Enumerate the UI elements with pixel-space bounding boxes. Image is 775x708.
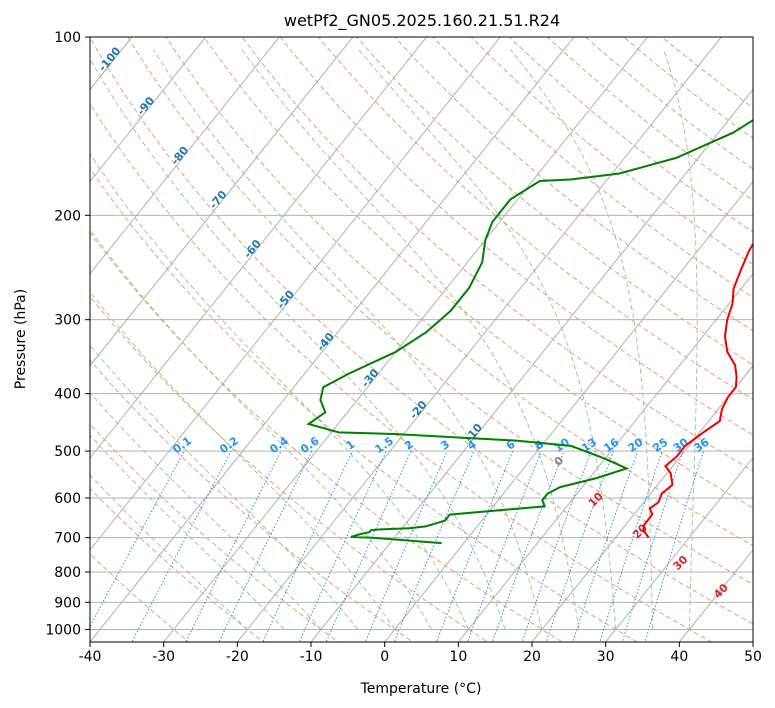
isotherm-line [236,37,722,642]
y-tick-label: 900 [54,595,81,611]
moist-adiabat-line [90,344,359,630]
dry-adiabat-line [90,231,564,642]
chart-title: wetPf2_GN05.2025.160.21.51.R24 [284,11,560,31]
moist-adiabat-line [153,49,543,630]
isotherm-line [90,37,354,367]
mixing-ratio-line [185,450,282,642]
dry-adiabat-line [165,37,753,547]
mixing-ratio-line [599,450,663,642]
y-tick-label: 500 [54,444,81,460]
moist-adiabat-line [241,49,580,630]
mixing-ratio-line [393,450,475,642]
isotherm-line [605,457,753,642]
mixing-ratio-line [466,450,542,642]
moist-adiabat-line [510,49,653,630]
mixing-ratio-line [435,450,514,642]
dry-adiabat-line [90,423,340,642]
isotherm-line [90,37,428,459]
dry-adiabat-line [432,37,753,298]
y-tick-label: 100 [54,30,81,46]
x-tick-label: 20 [523,649,541,665]
dewpoint-line [306,118,753,545]
mixing-ratio-line [572,450,639,642]
x-tick-label: 50 [744,649,762,665]
mixing-ratio-line [521,450,592,642]
x-tick-label: -10 [300,649,323,665]
x-tick-label: 30 [597,649,615,665]
moist-adiabat-line [90,434,285,630]
isotherm-line [90,37,501,551]
axes: -40 -30 -20 -10 0 10 20 30 40 50 100 200 300 400 500 60… [45,30,762,665]
isotherm-line [90,37,207,183]
dry-adiabat-line [355,37,753,366]
x-tick-label: 10 [449,649,467,665]
mixing-ratio-line [131,450,232,642]
plot-frame [89,36,754,643]
dry-adiabat-line [90,553,190,642]
moist-adiabat-line [90,57,506,630]
moist-adiabat-line [90,391,322,630]
x-tick-label: -30 [152,649,175,665]
x-tick-label: -40 [79,649,102,665]
background-lines [90,37,753,642]
mixing-ratio-line [545,450,614,642]
isotherm-line [457,272,753,642]
dry-adiabat-line [127,37,753,586]
moist-adiabat-line [90,474,248,630]
y-tick-label: 1000 [45,622,81,638]
x-tick-label: 0 [380,649,389,665]
temperature-line [642,242,753,539]
y-axis-label: Pressure (hPa) [13,289,29,389]
dry-adiabat-line [90,103,713,642]
mixing-ratio-line [364,450,448,642]
dry-adiabat-line [90,37,753,625]
moist-adiabat-line [663,49,698,630]
x-tick-label: 40 [670,649,688,665]
y-tick-label: 700 [54,531,81,547]
x-axis-label: Temperature (°C) [360,681,482,697]
profile-lines [306,118,753,545]
isotherm-line [384,180,753,642]
moist-adiabat-line [90,291,396,630]
dry-adiabat-line [90,167,639,642]
isotherm-line [90,37,280,275]
isotherm-line [163,37,649,642]
dry-adiabat-line [241,37,753,472]
moist-adiabat-line [90,228,432,630]
y-tick-label: 600 [54,491,81,507]
y-tick-label: 200 [54,208,81,224]
x-tick-label: -20 [226,649,249,665]
y-tick-label: 300 [54,313,81,329]
mixing-ratio-line [621,450,684,642]
isotherm-line [90,37,575,642]
y-tick-label: 800 [54,565,81,581]
mixing-ratio-line [262,450,353,642]
isotherm-line [310,88,753,642]
y-tick-label: 400 [54,387,81,403]
dry-adiabat-line [394,37,753,332]
mixing-ratio-line [644,450,705,642]
dry-adiabat-line [90,487,265,642]
dry-adiabat-line [203,37,753,509]
dry-adiabat-line [90,359,414,642]
